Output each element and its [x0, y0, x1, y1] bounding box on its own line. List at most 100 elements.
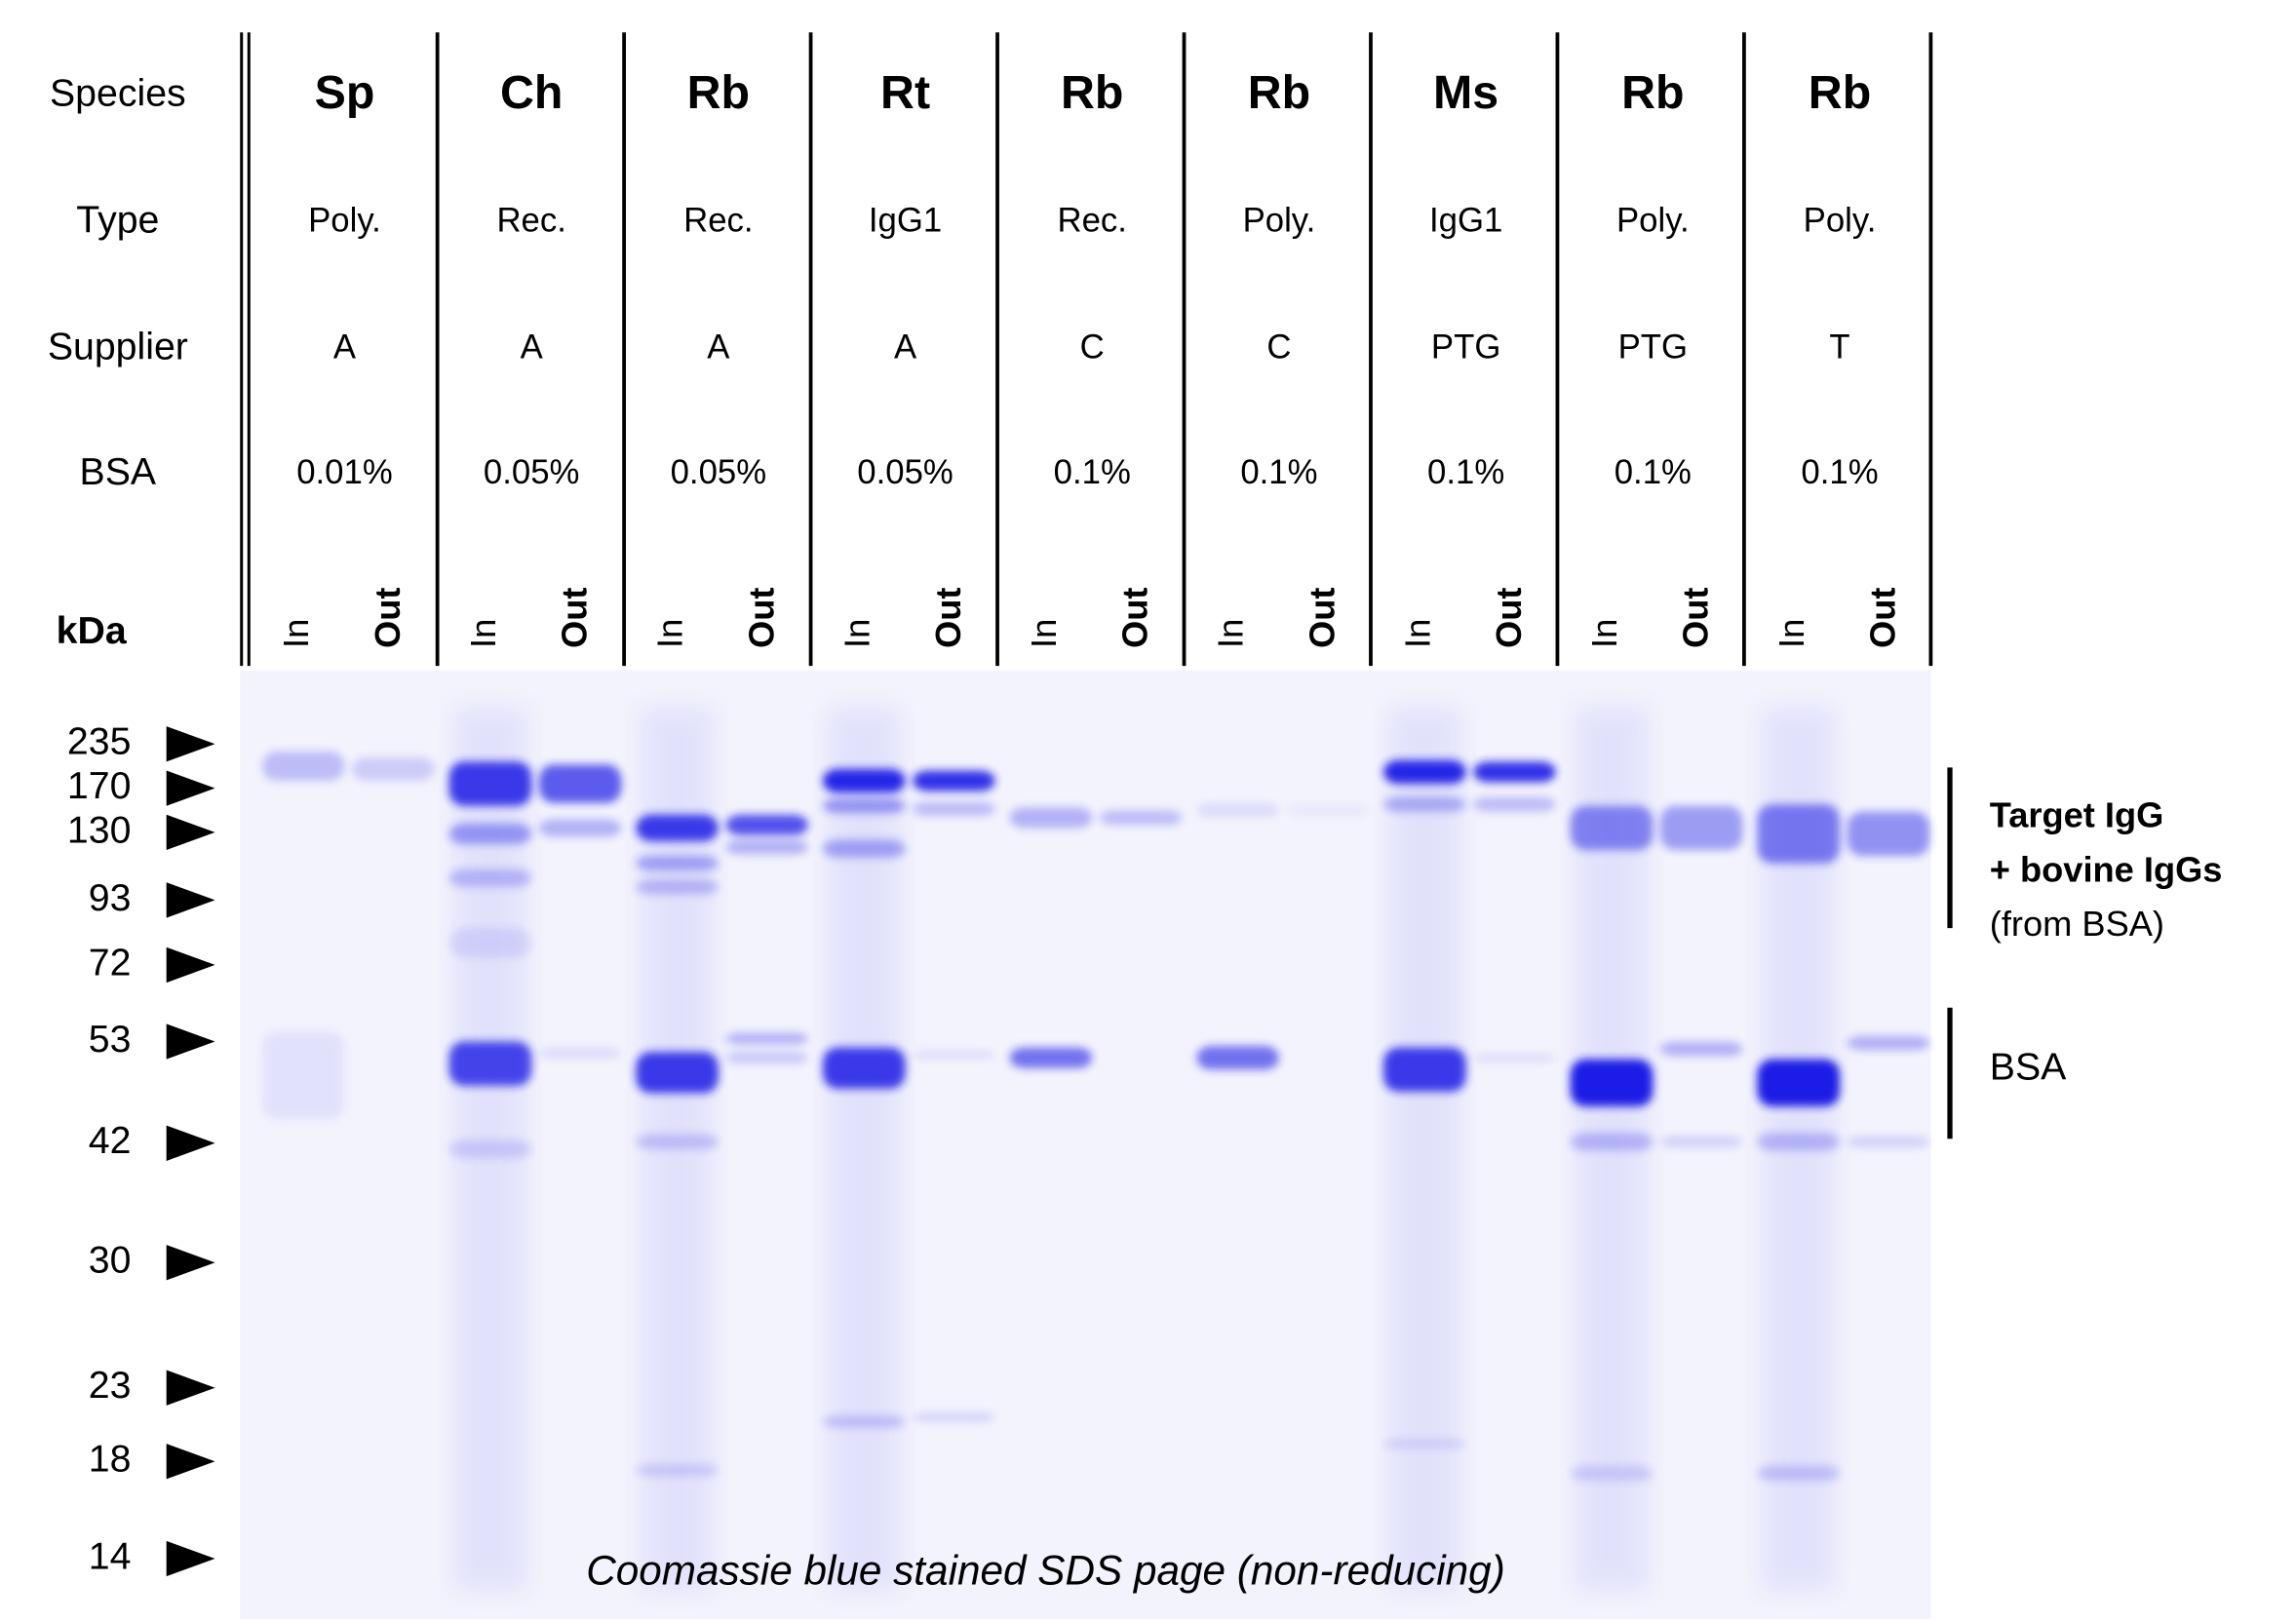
band [1847, 811, 1930, 857]
lane-label: Out [1302, 588, 1342, 648]
species: Rt [880, 66, 930, 119]
marker-arrow [166, 814, 215, 851]
band [822, 839, 906, 858]
band [1570, 1465, 1654, 1481]
band [1196, 1046, 1279, 1070]
annotation: (from BSA) [1990, 904, 2164, 944]
band [725, 1032, 809, 1045]
marker-arrow [166, 946, 215, 984]
band [538, 1047, 622, 1060]
band [822, 768, 906, 793]
marker-arrow [166, 1245, 215, 1281]
gel-bands [261, 707, 1930, 1592]
marker-label: 53 [89, 1018, 132, 1061]
band [636, 1464, 719, 1477]
lane-label: Out [555, 588, 595, 648]
band [725, 839, 809, 855]
lane-label: Out [741, 588, 781, 648]
type: Rec. [683, 202, 753, 239]
type: Poly. [1804, 202, 1877, 239]
band [448, 761, 532, 806]
bsa: 0.1% [1615, 454, 1692, 491]
lane-label: In [276, 619, 316, 648]
lane-label: Out [1115, 588, 1155, 648]
band [1383, 759, 1466, 785]
band [261, 1030, 345, 1120]
marker-label: 130 [67, 808, 131, 851]
type: Rec. [496, 202, 565, 239]
band [913, 1412, 995, 1422]
supplier: A [521, 328, 544, 366]
band [1473, 796, 1556, 812]
bsa: 0.01% [296, 454, 393, 491]
band [1757, 1059, 1841, 1107]
marker-arrow [166, 1023, 215, 1060]
lane-label: Out [1862, 588, 1902, 648]
band [822, 798, 906, 814]
supplier: C [1266, 328, 1291, 366]
row-label: Species [50, 72, 186, 115]
band [1196, 802, 1279, 818]
band [1570, 1059, 1654, 1107]
species: Rb [1809, 66, 1871, 119]
lane-label: In [1211, 619, 1251, 648]
annotation: + bovine IgGs [1990, 849, 2223, 889]
bsa: 0.1% [1240, 454, 1317, 491]
supplier: PTG [1431, 328, 1500, 366]
marker-arrow [166, 726, 215, 762]
lane-label: In [463, 619, 503, 648]
supplier: PTG [1618, 328, 1688, 366]
band [725, 1052, 809, 1064]
band [1757, 1465, 1841, 1481]
lane-label: Out [1489, 588, 1529, 648]
marker-label: 18 [89, 1438, 132, 1481]
species: Ms [1433, 66, 1498, 119]
species: Rb [1248, 66, 1310, 119]
band [352, 756, 435, 782]
lane-label: In [1584, 619, 1624, 648]
band [1009, 807, 1093, 829]
marker-label: 72 [89, 941, 132, 984]
band [1099, 810, 1183, 826]
lane-label: Out [928, 588, 968, 648]
type: IgG1 [869, 202, 942, 239]
marker-label: 23 [89, 1364, 132, 1407]
band [1009, 1047, 1093, 1068]
bsa: 0.1% [1427, 454, 1504, 491]
band [636, 856, 719, 871]
type: Poly. [1243, 202, 1316, 239]
lane-label: In [1024, 619, 1064, 648]
supplier: A [894, 328, 917, 366]
band [448, 869, 532, 887]
band [1570, 805, 1654, 851]
marker-arrow [166, 770, 215, 806]
type: Poly. [1616, 202, 1690, 239]
band [1570, 1133, 1654, 1151]
species: Rb [1061, 66, 1123, 119]
marker-arrow [166, 882, 215, 918]
lane-label: In [1397, 619, 1437, 648]
band [1473, 761, 1556, 783]
band [261, 751, 345, 782]
marker-label: 30 [89, 1239, 132, 1282]
marker-label: 42 [89, 1119, 132, 1162]
band [1847, 1035, 1930, 1051]
marker-arrow [166, 1370, 215, 1406]
band [1659, 805, 1743, 851]
band [448, 1041, 532, 1086]
band [725, 814, 809, 835]
row-label: Supplier [48, 326, 188, 368]
bsa: 0.05% [671, 454, 767, 491]
type: Rec. [1058, 202, 1127, 239]
species: Ch [500, 66, 563, 119]
supplier: A [707, 328, 730, 366]
band [1659, 1041, 1743, 1057]
marker-arrow [166, 1125, 215, 1161]
species: Rb [1621, 66, 1684, 119]
bsa: 0.05% [857, 454, 953, 491]
band [448, 823, 532, 845]
supplier: A [333, 328, 357, 366]
band [822, 1047, 906, 1089]
band [913, 801, 995, 817]
